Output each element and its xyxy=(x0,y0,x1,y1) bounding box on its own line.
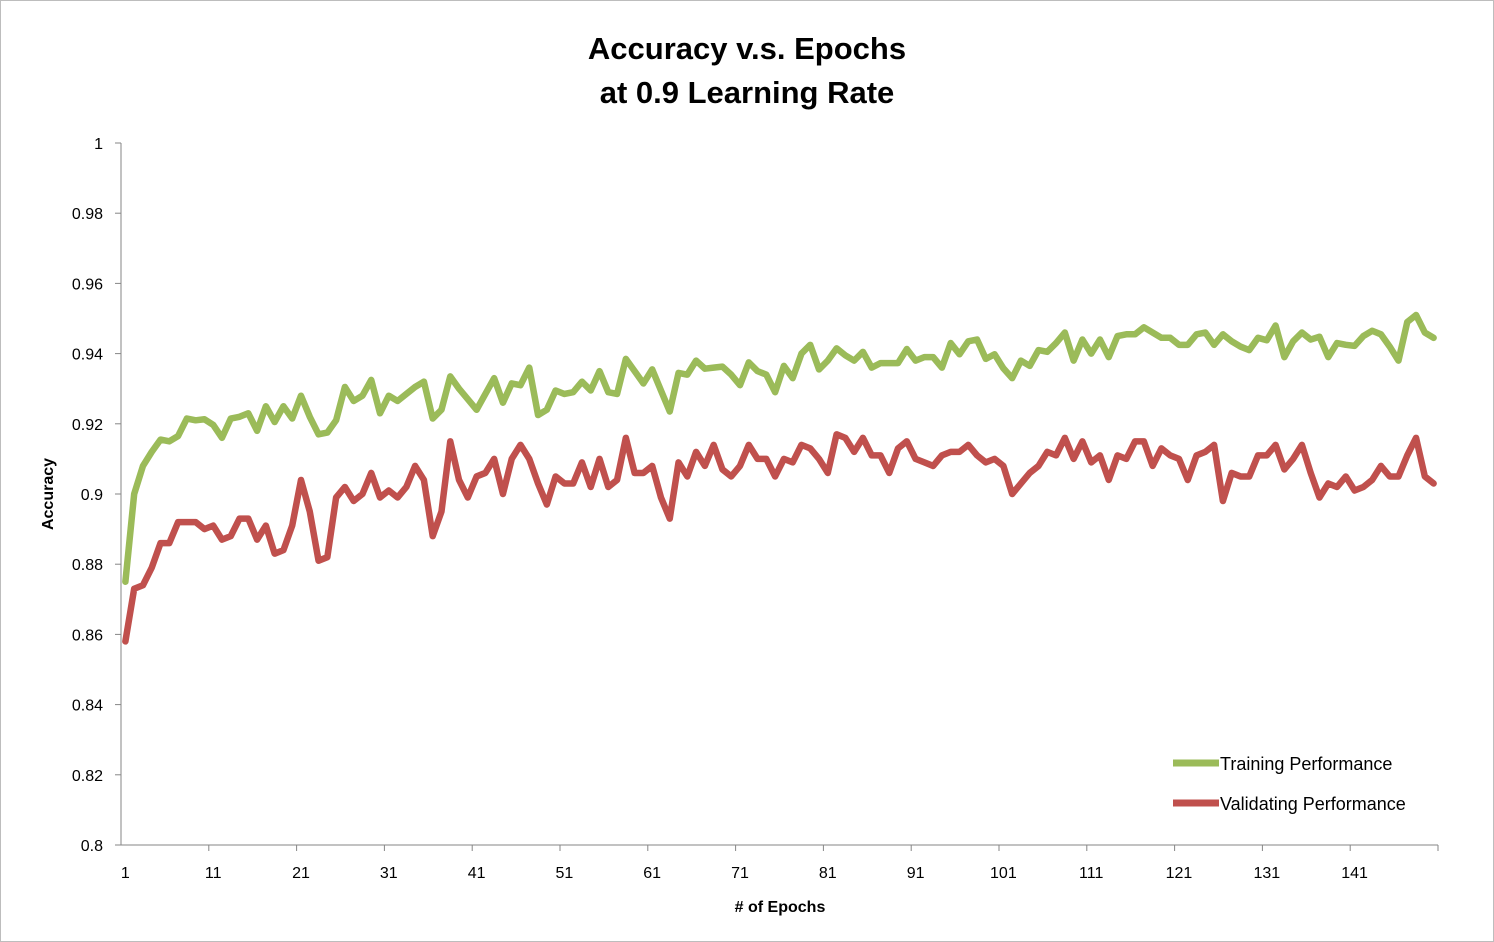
y-tick-label: 0.92 xyxy=(72,417,103,434)
validating-performance-line xyxy=(122,431,1437,645)
x-axis-label: # of Epochs xyxy=(735,899,826,916)
y-tick-label: 0.94 xyxy=(72,347,103,364)
y-tick-label: 0.86 xyxy=(72,627,103,644)
x-tick-label: 11 xyxy=(205,865,222,882)
y-tick-label: 0.8 xyxy=(81,838,103,855)
y-tick-label: 0.88 xyxy=(72,557,103,574)
y-tick-label: 0.82 xyxy=(72,768,103,785)
x-axis: 1 11 21 31 41 51 61 71 81 91 101 111 121 131 141 xyxy=(121,844,1439,882)
y-axis-label: Accuracy xyxy=(40,458,57,530)
x-tick-label: 61 xyxy=(643,865,661,882)
x-tick-label: 71 xyxy=(731,865,749,882)
y-axis: 0.8 0.82 0.84 0.86 0.88 0.9 0.92 0.94 0.96 0.98 1 xyxy=(72,136,122,855)
legend-label-training: Training Performance xyxy=(1220,754,1392,774)
y-tick-label: 0.84 xyxy=(72,698,103,715)
chart-title-line-2: at 0.9 Learning Rate xyxy=(600,75,895,110)
x-tick-label: 91 xyxy=(907,865,925,882)
y-tick-label: 0.98 xyxy=(72,206,103,223)
x-tick-label: 1 xyxy=(121,865,130,882)
x-tick-label: 41 xyxy=(468,865,486,882)
x-tick-label: 81 xyxy=(819,865,837,882)
y-tick-label: 1 xyxy=(94,136,103,153)
x-tick-label: 131 xyxy=(1253,865,1280,882)
x-tick-label: 111 xyxy=(1079,865,1103,882)
chart-title-line-1: Accuracy v.s. Epochs xyxy=(588,31,906,66)
series-lines xyxy=(122,311,1437,645)
x-tick-label: 51 xyxy=(555,865,573,882)
x-tick-label: 141 xyxy=(1341,865,1368,882)
x-tick-label: 31 xyxy=(380,865,398,882)
x-tick-label: 21 xyxy=(292,865,310,882)
training-performance-line xyxy=(122,311,1437,585)
y-tick-label: 0.9 xyxy=(81,487,103,504)
x-tick-label: 121 xyxy=(1166,865,1193,882)
legend: Training Performance Validating Performa… xyxy=(1173,754,1406,814)
y-tick-label: 0.96 xyxy=(72,276,103,293)
x-tick-label: 101 xyxy=(990,865,1017,882)
legend-label-validating: Validating Performance xyxy=(1220,794,1406,814)
